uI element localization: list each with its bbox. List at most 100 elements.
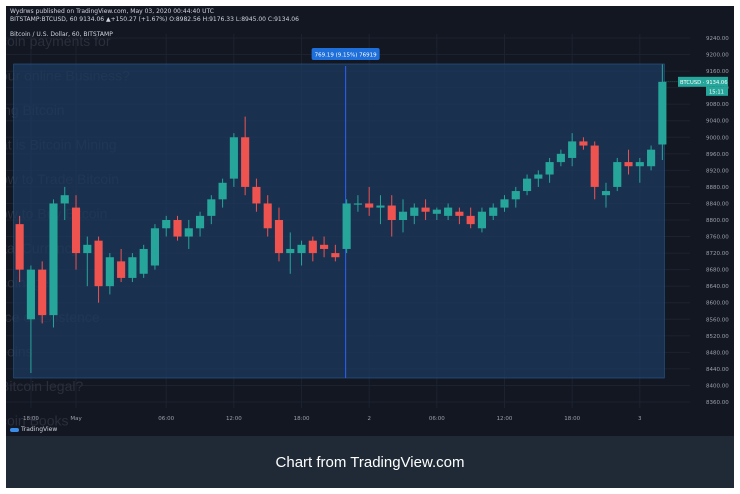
candle-body — [218, 182, 227, 200]
caption-bar: Chart from TradingView.com — [6, 436, 734, 488]
candle-body — [477, 211, 487, 229]
candle[interactable] — [94, 236, 103, 303]
candle[interactable] — [207, 195, 216, 225]
candlestick-chart[interactable]: coin payments forour online Business?ing… — [6, 6, 734, 436]
y-tick-label: 9000.00 — [706, 135, 729, 141]
candle[interactable] — [83, 236, 92, 287]
candle[interactable] — [105, 253, 114, 295]
candle[interactable] — [500, 195, 509, 212]
candle-body — [353, 203, 362, 205]
candle[interactable] — [184, 220, 193, 249]
y-tick-label: 9160.00 — [706, 69, 729, 75]
measure-rectangle — [13, 63, 665, 379]
candle-body — [207, 199, 216, 216]
candle[interactable] — [195, 211, 205, 237]
y-tick-label: 8640.00 — [706, 284, 729, 290]
candle[interactable] — [387, 195, 396, 237]
candle[interactable] — [15, 215, 24, 283]
candle-body — [286, 248, 295, 254]
candle[interactable] — [218, 178, 227, 208]
candle[interactable] — [579, 137, 588, 150]
candle[interactable] — [432, 207, 441, 220]
candle[interactable] — [421, 199, 430, 220]
x-tick-label: 18:00 — [23, 416, 39, 422]
candle[interactable] — [252, 178, 261, 212]
candle[interactable] — [410, 203, 419, 225]
candle[interactable] — [556, 149, 565, 167]
candle[interactable] — [613, 157, 622, 192]
candle[interactable] — [150, 224, 160, 270]
candle-body — [444, 207, 453, 216]
candle-body — [410, 207, 419, 216]
candle[interactable] — [162, 215, 171, 237]
candle[interactable] — [241, 116, 250, 196]
x-tick-label: 18:00 — [564, 416, 580, 422]
y-tick-label: 8440.00 — [706, 367, 729, 373]
candle-body — [534, 174, 543, 179]
candle[interactable] — [511, 186, 520, 208]
candle[interactable] — [297, 240, 306, 266]
candle[interactable] — [647, 145, 656, 171]
candle[interactable] — [26, 265, 35, 374]
x-tick-label: 18:00 — [294, 416, 310, 422]
candle[interactable] — [601, 182, 611, 208]
candle[interactable] — [173, 215, 182, 241]
candle[interactable] — [342, 199, 351, 254]
candle[interactable] — [534, 170, 543, 187]
candle[interactable] — [455, 207, 464, 225]
candle-body — [184, 228, 193, 237]
candle-body — [105, 257, 114, 287]
candle[interactable] — [331, 244, 340, 262]
candle[interactable] — [308, 236, 317, 262]
y-tick-label: 9040.00 — [706, 119, 729, 125]
candle[interactable] — [568, 133, 577, 167]
candle[interactable] — [60, 186, 69, 220]
candle[interactable] — [365, 186, 374, 216]
candle[interactable] — [545, 157, 554, 183]
candle-body — [579, 141, 588, 146]
candle[interactable] — [624, 149, 633, 175]
x-tick-label: 12:00 — [497, 416, 513, 422]
candle-body — [635, 162, 644, 167]
candle-body — [49, 203, 58, 316]
candle-body — [658, 81, 667, 145]
candle[interactable] — [229, 133, 238, 187]
candle[interactable] — [376, 195, 385, 225]
symbol-line: Bitcoin / U.S. Dollar, 60, BITSTAMP — [10, 31, 113, 38]
candle[interactable] — [444, 203, 453, 220]
candle[interactable] — [522, 174, 532, 196]
ohlc-line: BITSTAMP:BTCUSD, 60 9134.06 ▲+150.27 (+1… — [10, 16, 299, 23]
candle[interactable] — [49, 199, 58, 328]
candle[interactable] — [263, 195, 272, 237]
x-tick-label: 06:00 — [429, 416, 445, 422]
candle-body — [60, 195, 69, 204]
candle-body — [38, 269, 47, 316]
countdown-box — [706, 86, 728, 96]
tradingview-logo[interactable]: TradingView — [10, 426, 57, 433]
candle-body — [511, 191, 520, 200]
candle[interactable] — [489, 203, 498, 220]
candle-body — [387, 205, 396, 220]
candle[interactable] — [477, 207, 487, 233]
candle[interactable] — [139, 244, 148, 278]
candle-body — [432, 209, 441, 214]
y-tick-label: 8840.00 — [706, 201, 729, 207]
last-price-box — [678, 76, 728, 87]
y-tick-label: 8600.00 — [706, 301, 729, 307]
candle[interactable] — [128, 253, 137, 283]
candle[interactable] — [635, 157, 644, 183]
candle[interactable] — [38, 261, 47, 324]
candle[interactable] — [466, 207, 475, 229]
candle[interactable] — [320, 236, 329, 258]
caption: Chart from TradingView.com — [275, 453, 465, 471]
candle[interactable] — [353, 195, 362, 212]
candle-body — [568, 141, 577, 158]
candle[interactable] — [286, 232, 295, 274]
y-tick-label: 9080.00 — [706, 102, 729, 108]
candle[interactable] — [117, 248, 126, 283]
candle[interactable] — [274, 207, 284, 262]
candle[interactable] — [590, 141, 599, 200]
candle[interactable] — [658, 64, 667, 161]
candle[interactable] — [71, 195, 81, 270]
candle[interactable] — [398, 199, 408, 233]
